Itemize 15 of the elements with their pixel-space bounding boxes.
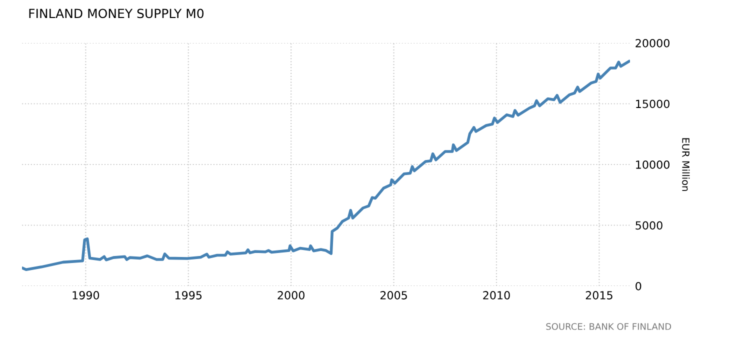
chart-title: FINLAND MONEY SUPPLY M0 (29, 8, 204, 18)
x-tick-label: 1990 (72, 291, 100, 300)
y-tick-label: 15000 (636, 100, 670, 108)
x-tick-label: 2000 (278, 291, 304, 300)
x-tick-label: 2005 (380, 291, 407, 300)
source-note: SOURCE: BANK OF FINLAND (546, 323, 672, 330)
y-tick-label: 5000 (636, 221, 662, 230)
x-tick-label: 2010 (483, 291, 510, 300)
line-series (22, 60, 630, 271)
x-tick-label: 2015 (586, 291, 612, 300)
y-tick-label: 20000 (636, 38, 670, 48)
y-tick-label: 0 (636, 282, 642, 290)
x-tick-label: 1995 (175, 291, 202, 300)
y-tick-label: 10000 (636, 160, 670, 169)
y-axis-title: EUR Million (682, 138, 690, 191)
